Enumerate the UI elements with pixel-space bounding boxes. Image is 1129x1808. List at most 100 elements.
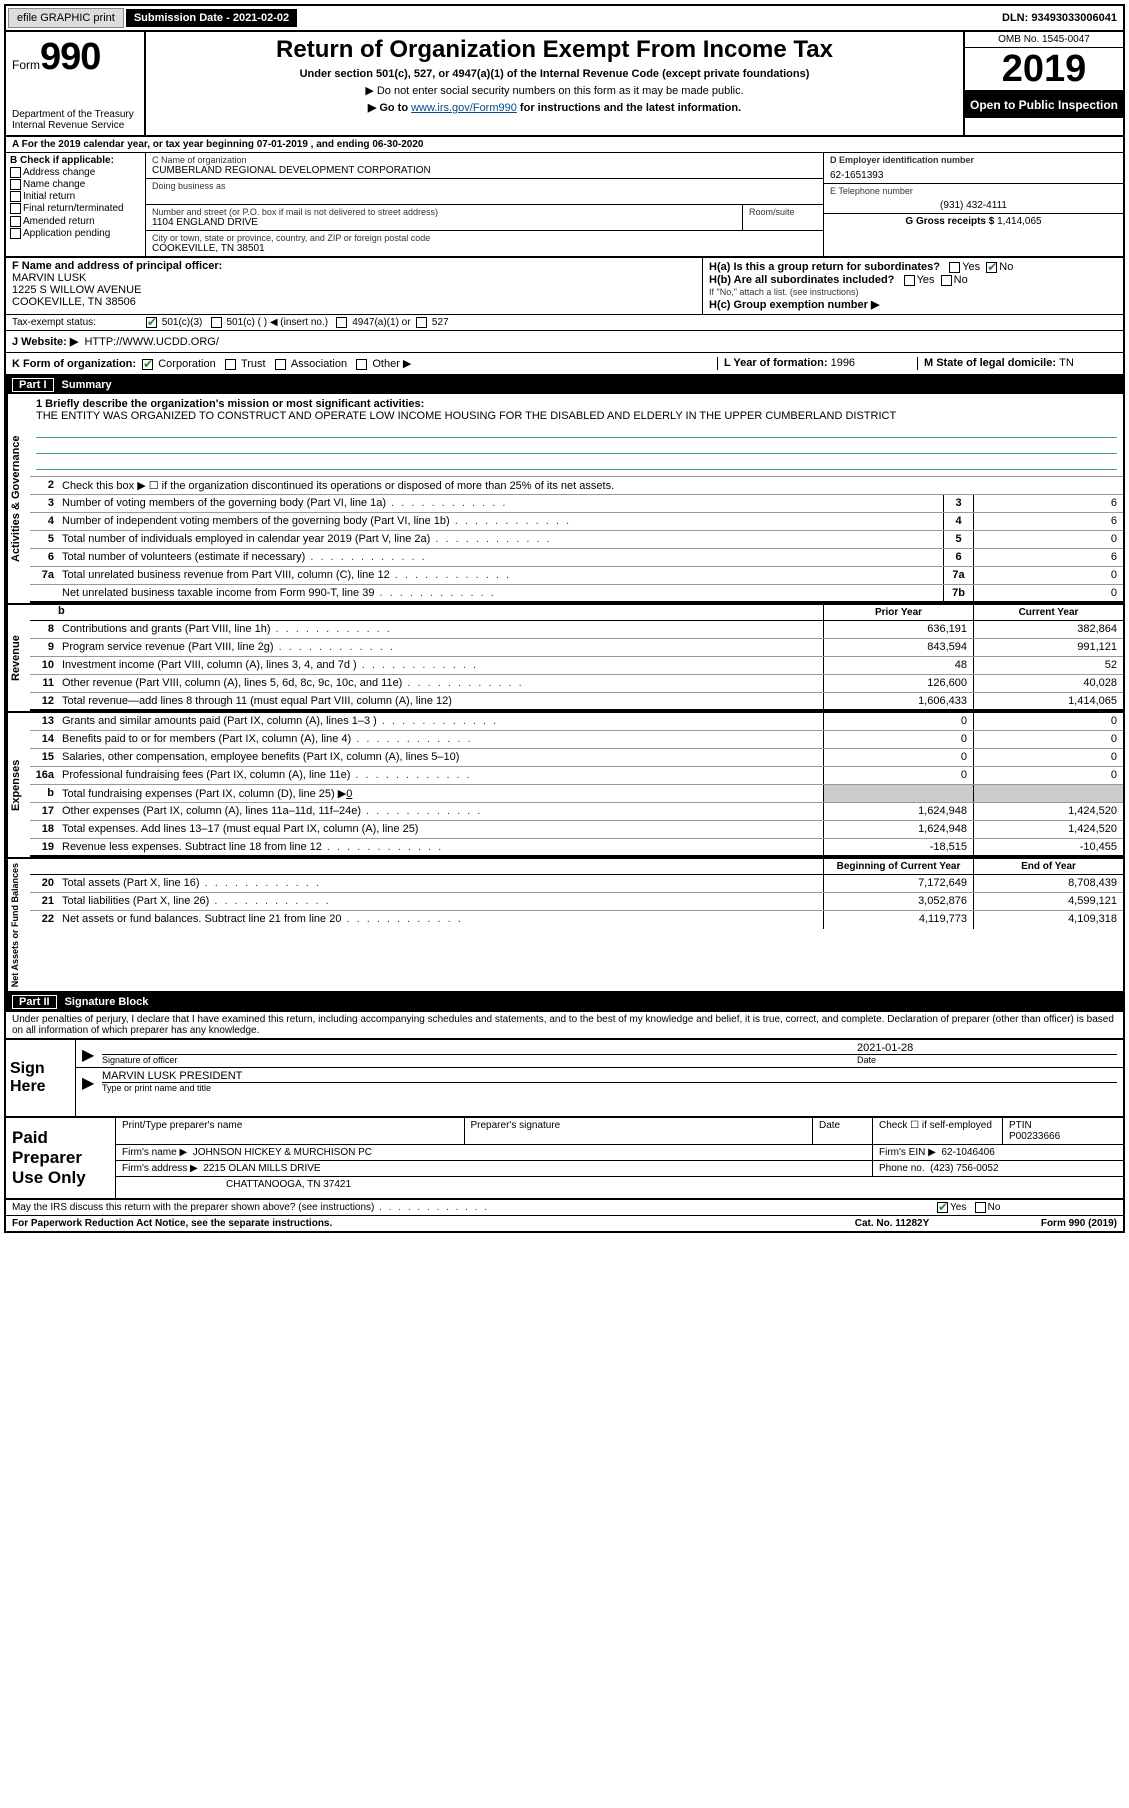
chk-trust[interactable] bbox=[225, 359, 236, 370]
ptin-value: P00233666 bbox=[1009, 1131, 1060, 1142]
tax-year: 2019 bbox=[965, 48, 1123, 92]
box-f: F Name and address of principal officer:… bbox=[6, 258, 703, 314]
sign-here-block: Sign Here ▶ Signature of officer 2021-01… bbox=[6, 1038, 1123, 1116]
chk-501c3[interactable] bbox=[146, 317, 157, 328]
prep-ptin-cell: PTIN P00233666 bbox=[1003, 1118, 1123, 1144]
opt-501c: 501(c) ( ) ◀ (insert no.) bbox=[226, 317, 328, 328]
box: 6 bbox=[943, 549, 973, 566]
tax-label: Tax-exempt status: bbox=[12, 317, 146, 328]
val: 0 bbox=[346, 788, 352, 800]
form-number: Form990 bbox=[12, 36, 138, 79]
prior-shade bbox=[823, 785, 973, 802]
label: Total number of individuals employed in … bbox=[58, 531, 943, 548]
begin: 7,172,649 bbox=[823, 875, 973, 892]
opt-trust: Trust bbox=[241, 358, 266, 370]
chk-discuss-no[interactable] bbox=[975, 1202, 986, 1213]
header-left: Form990 Department of the Treasury Inter… bbox=[6, 32, 146, 135]
gross-label: G Gross receipts $ bbox=[905, 216, 994, 227]
section-expenses: Expenses 13Grants and similar amounts pa… bbox=[6, 713, 1123, 859]
yes-label: Yes bbox=[950, 1202, 966, 1213]
row-fh: F Name and address of principal officer:… bbox=[6, 258, 1123, 315]
discuss-yesno: Yes No bbox=[937, 1202, 1117, 1213]
room-label: Room/suite bbox=[749, 207, 817, 217]
website-label: J Website: ▶ bbox=[12, 336, 78, 348]
prior: 0 bbox=[823, 713, 973, 730]
label: Check this box ▶ ☐ if the organization d… bbox=[58, 477, 1123, 494]
chk-other[interactable] bbox=[356, 359, 367, 370]
form-header: Form990 Department of the Treasury Inter… bbox=[6, 32, 1123, 137]
hb-line: H(b) Are all subordinates included? Yes … bbox=[709, 274, 1117, 286]
label: Total assets (Part X, line 16) bbox=[58, 875, 823, 892]
label: Net assets or fund balances. Subtract li… bbox=[58, 911, 823, 929]
efile-print-button[interactable]: efile GRAPHIC print bbox=[8, 8, 124, 28]
header-middle: Return of Organization Exempt From Incom… bbox=[146, 32, 963, 135]
no-label: No bbox=[988, 1202, 1001, 1213]
header-right: OMB No. 1545-0047 2019 Open to Public In… bbox=[963, 32, 1123, 135]
chk-label: Final return/terminated bbox=[23, 204, 124, 215]
chk-address-change[interactable]: Address change bbox=[10, 167, 141, 178]
chk-final-return[interactable]: Final return/terminated bbox=[10, 203, 141, 214]
net-col-headers: Beginning of Current Year End of Year bbox=[30, 859, 1123, 875]
chk-corp[interactable] bbox=[142, 359, 153, 370]
chk-label: Amended return bbox=[23, 216, 95, 227]
mission-block: 1 Briefly describe the organization's mi… bbox=[30, 394, 1123, 477]
m-label: M State of legal domicile: bbox=[924, 357, 1056, 369]
cat-no: Cat. No. 11282Y bbox=[817, 1218, 967, 1229]
opt-other: Other ▶ bbox=[372, 358, 411, 370]
chk-501c[interactable] bbox=[211, 317, 222, 328]
prior: 636,191 bbox=[823, 621, 973, 638]
prep-row-1: Print/Type preparer's name Preparer's si… bbox=[116, 1118, 1123, 1145]
mission-text: THE ENTITY WAS ORGANIZED TO CONSTRUCT AN… bbox=[36, 410, 896, 422]
line-9: 9Program service revenue (Part VIII, lin… bbox=[30, 639, 1123, 657]
prep-date-label: Date bbox=[813, 1118, 873, 1144]
officer-addr1: 1225 S WILLOW AVENUE bbox=[12, 284, 141, 296]
chk-527[interactable] bbox=[416, 317, 427, 328]
curr: 991,121 bbox=[973, 639, 1123, 656]
prep-name-label: Print/Type preparer's name bbox=[116, 1118, 465, 1144]
firm-value: JOHNSON HICKEY & MURCHISON PC bbox=[193, 1147, 372, 1158]
label: Net unrelated business taxable income fr… bbox=[58, 585, 943, 601]
sig-date-cell: 2021-01-28 Date bbox=[857, 1042, 1117, 1065]
prior: 48 bbox=[823, 657, 973, 674]
hb-label: H(b) Are all subordinates included? bbox=[709, 274, 894, 286]
row-klm: K Form of organization: Corporation Trus… bbox=[6, 353, 1123, 376]
city-value: COOKEVILLE, TN 38501 bbox=[152, 243, 817, 254]
label: Grants and similar amounts paid (Part IX… bbox=[58, 713, 823, 730]
begin: 4,119,773 bbox=[823, 911, 973, 929]
line-6: 6Total number of volunteers (estimate if… bbox=[30, 549, 1123, 567]
current-year-hdr: Current Year bbox=[973, 605, 1123, 620]
blank-line bbox=[36, 456, 1117, 470]
firm-label: Firm's name ▶ bbox=[122, 1147, 187, 1158]
addr-row: Number and street (or P.O. box if mail i… bbox=[146, 205, 823, 231]
chk-app-pending[interactable]: Application pending bbox=[10, 228, 141, 239]
sig-name-row: ▶ MARVIN LUSK PRESIDENT Type or print na… bbox=[76, 1068, 1123, 1095]
line-16a: 16aProfessional fundraising fees (Part I… bbox=[30, 767, 1123, 785]
box: 5 bbox=[943, 531, 973, 548]
chk-assoc[interactable] bbox=[275, 359, 286, 370]
begin-year-hdr: Beginning of Current Year bbox=[823, 859, 973, 874]
label: Program service revenue (Part VIII, line… bbox=[58, 639, 823, 656]
end: 4,599,121 bbox=[973, 893, 1123, 910]
prep-row-4: CHATTANOOGA, TN 37421 bbox=[116, 1177, 1123, 1192]
addr-label: Number and street (or P.O. box if mail i… bbox=[152, 207, 736, 217]
form-title: Return of Organization Exempt From Incom… bbox=[156, 36, 953, 64]
chk-discuss-yes[interactable] bbox=[937, 1202, 948, 1213]
chk-4947[interactable] bbox=[336, 317, 347, 328]
chk-name-change[interactable]: Name change bbox=[10, 179, 141, 190]
line-3: 3Number of voting members of the governi… bbox=[30, 495, 1123, 513]
blank-line bbox=[36, 440, 1117, 454]
irs-link[interactable]: www.irs.gov/Form990 bbox=[411, 102, 517, 114]
chk-initial-return[interactable]: Initial return bbox=[10, 191, 141, 202]
prep-row-3: Firm's address ▶ 2215 OLAN MILLS DRIVE P… bbox=[116, 1161, 1123, 1177]
value: 0 bbox=[973, 531, 1123, 548]
tel-row: E Telephone number (931) 432-4111 bbox=[824, 184, 1123, 214]
yes-label: Yes bbox=[917, 274, 935, 286]
tax-exempt-row: Tax-exempt status: 501(c)(3) 501(c) ( ) … bbox=[6, 315, 1123, 331]
firm-addr-cell: Firm's address ▶ 2215 OLAN MILLS DRIVE bbox=[116, 1161, 873, 1176]
mission-q: 1 Briefly describe the organization's mi… bbox=[36, 398, 424, 410]
org-name-row: C Name of organization CUMBERLAND REGION… bbox=[146, 153, 823, 179]
governance-body: 1 Briefly describe the organization's mi… bbox=[30, 394, 1123, 603]
gross-value: 1,414,065 bbox=[997, 216, 1042, 227]
chk-amended[interactable]: Amended return bbox=[10, 216, 141, 227]
hb-note: If "No," attach a list. (see instruction… bbox=[709, 287, 1117, 297]
